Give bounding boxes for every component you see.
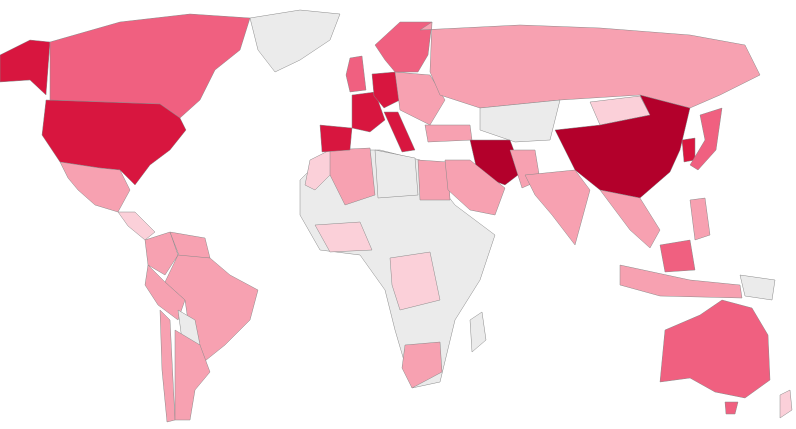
region-peru[interactable] (144, 264, 186, 321)
region-south-africa[interactable] (401, 341, 443, 389)
region-kazakhstan[interactable] (479, 99, 561, 143)
region-egypt[interactable] (417, 159, 451, 201)
region-saudi-arabia[interactable] (444, 159, 506, 216)
region-australia[interactable] (659, 299, 771, 399)
region-eastern-europe[interactable] (394, 71, 446, 126)
region-chile[interactable] (159, 309, 176, 423)
region-colombia[interactable] (144, 231, 179, 276)
region-new-zealand[interactable] (779, 389, 793, 419)
region-west-africa[interactable] (314, 221, 373, 253)
region-borneo[interactable] (659, 239, 696, 273)
region-indonesia[interactable] (619, 264, 743, 299)
region-turkey[interactable] (424, 124, 473, 143)
region-usa[interactable] (41, 99, 187, 186)
region-libya[interactable] (374, 149, 419, 199)
region-china[interactable] (554, 94, 691, 199)
region-scandinavia[interactable] (374, 21, 433, 73)
countries-layer (0, 9, 793, 423)
region-tasmania[interactable] (724, 401, 739, 415)
region-india[interactable] (524, 169, 591, 246)
region-argentina[interactable] (174, 329, 211, 421)
region-italy[interactable] (383, 111, 416, 153)
region-uk[interactable] (345, 55, 367, 93)
region-algeria[interactable] (329, 147, 376, 206)
region-germany[interactable] (371, 71, 401, 109)
region-png[interactable] (739, 274, 776, 301)
region-france[interactable] (351, 91, 386, 133)
region-alaska[interactable] (0, 39, 51, 96)
region-central-america[interactable] (117, 211, 156, 241)
region-japan[interactable] (689, 107, 723, 171)
region-korea[interactable] (681, 137, 696, 163)
region-greenland[interactable] (249, 9, 341, 73)
region-philippines[interactable] (689, 197, 711, 241)
region-drc[interactable] (389, 251, 441, 311)
region-spain[interactable] (319, 124, 353, 153)
region-madagascar[interactable] (469, 311, 487, 353)
region-southeast-asia[interactable] (599, 189, 661, 249)
